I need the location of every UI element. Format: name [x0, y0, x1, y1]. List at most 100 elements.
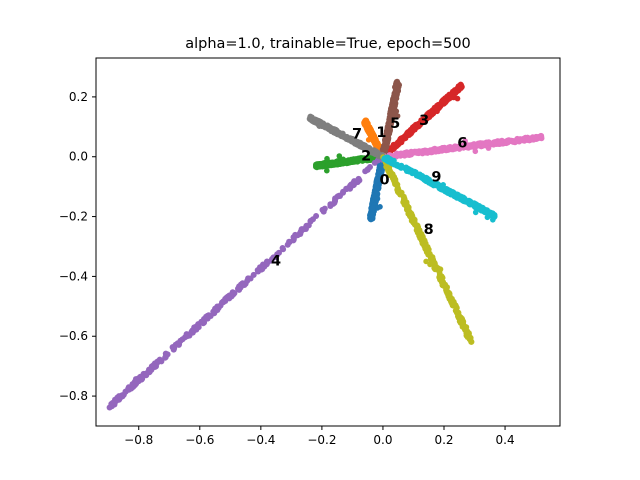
cluster-label-3: 3: [419, 113, 429, 129]
point-2: [316, 163, 323, 170]
y-tick-label: −0.4: [59, 269, 88, 283]
point-8: [438, 279, 445, 286]
point-0: [377, 204, 383, 210]
point-8: [408, 214, 414, 221]
chart-title: alpha=1.0, trainable=True, epoch=500: [185, 36, 471, 52]
point-3: [417, 121, 423, 128]
y-tick-label: 0.2: [69, 90, 88, 104]
point-8: [415, 224, 421, 231]
point-4: [184, 333, 191, 340]
point-4: [147, 367, 154, 374]
point-2: [345, 157, 352, 164]
point-8: [458, 319, 465, 326]
point-4: [212, 305, 219, 312]
point-2: [359, 157, 366, 164]
points-layer: [106, 78, 545, 411]
point-4: [350, 181, 357, 188]
x-tick-label: 0.2: [434, 433, 453, 447]
point-8: [468, 338, 475, 345]
point-6: [514, 136, 521, 143]
point-7: [350, 137, 357, 144]
point-4: [263, 259, 270, 266]
point-0: [369, 211, 376, 218]
point-2: [324, 155, 330, 162]
point-4: [219, 299, 225, 306]
point-4: [303, 222, 310, 229]
point-6: [445, 144, 452, 151]
point-6: [413, 149, 420, 156]
point-4: [332, 197, 338, 204]
series-9: [381, 154, 498, 223]
point-8: [436, 274, 443, 281]
point-5: [393, 108, 400, 114]
point-2: [336, 153, 343, 159]
cluster-label-5: 5: [390, 116, 400, 132]
point-4: [125, 385, 131, 392]
point-4: [244, 277, 251, 284]
point-9: [484, 214, 491, 221]
point-7: [329, 127, 336, 134]
point-4: [199, 318, 206, 325]
point-4: [179, 336, 186, 343]
point-3: [458, 84, 465, 91]
point-0: [374, 176, 381, 183]
point-4: [270, 254, 277, 261]
point-9: [490, 217, 496, 223]
point-8: [464, 334, 471, 340]
point-4: [109, 399, 116, 406]
point-8: [417, 231, 424, 237]
point-4: [298, 226, 305, 233]
cluster-label-7: 7: [352, 126, 362, 142]
point-8: [405, 208, 412, 215]
point-5: [394, 113, 401, 119]
point-4: [117, 393, 123, 400]
y-tick-label: 0.0: [69, 150, 88, 164]
point-4: [340, 189, 346, 196]
point-4: [230, 291, 237, 298]
x-tick-label: −0.8: [124, 433, 153, 447]
point-6: [484, 140, 491, 147]
point-6: [525, 137, 532, 144]
point-6: [472, 148, 479, 155]
point-2: [340, 156, 347, 163]
point-4: [307, 218, 314, 225]
point-1: [363, 120, 370, 127]
point-7: [312, 116, 318, 123]
cluster-label-6: 6: [457, 135, 467, 151]
point-3: [396, 138, 403, 145]
point-9: [425, 178, 432, 185]
point-9: [457, 194, 464, 200]
point-7: [342, 134, 349, 140]
point-9: [439, 186, 446, 193]
point-9: [444, 186, 450, 193]
point-8: [437, 266, 444, 273]
point-2: [326, 161, 333, 168]
x-tick-label: −0.2: [307, 433, 336, 447]
point-4: [139, 375, 146, 382]
point-0: [374, 195, 381, 202]
point-0: [377, 170, 384, 177]
point-6: [460, 145, 467, 151]
cluster-label-4: 4: [271, 253, 281, 269]
y-axis: −0.8 −0.6 −0.4 −0.2 0.0 0.2: [59, 90, 96, 403]
point-4: [207, 313, 214, 319]
point-9: [440, 182, 447, 188]
point-4: [354, 177, 361, 184]
y-tick-label: −0.6: [59, 329, 88, 343]
point-6: [475, 141, 482, 148]
point-9: [415, 173, 422, 179]
cluster-label-0: 0: [379, 173, 389, 189]
point-9: [398, 164, 404, 171]
point-1: [365, 137, 372, 143]
point-8: [463, 328, 470, 335]
x-tick-label: 0.0: [373, 433, 392, 447]
point-8: [423, 248, 430, 255]
point-8: [400, 193, 407, 200]
point-8: [421, 237, 428, 244]
point-2: [337, 161, 344, 167]
series-5: [379, 78, 402, 160]
point-4: [162, 354, 169, 361]
point-6: [394, 152, 401, 159]
point-6: [485, 145, 492, 151]
point-2: [355, 157, 362, 164]
